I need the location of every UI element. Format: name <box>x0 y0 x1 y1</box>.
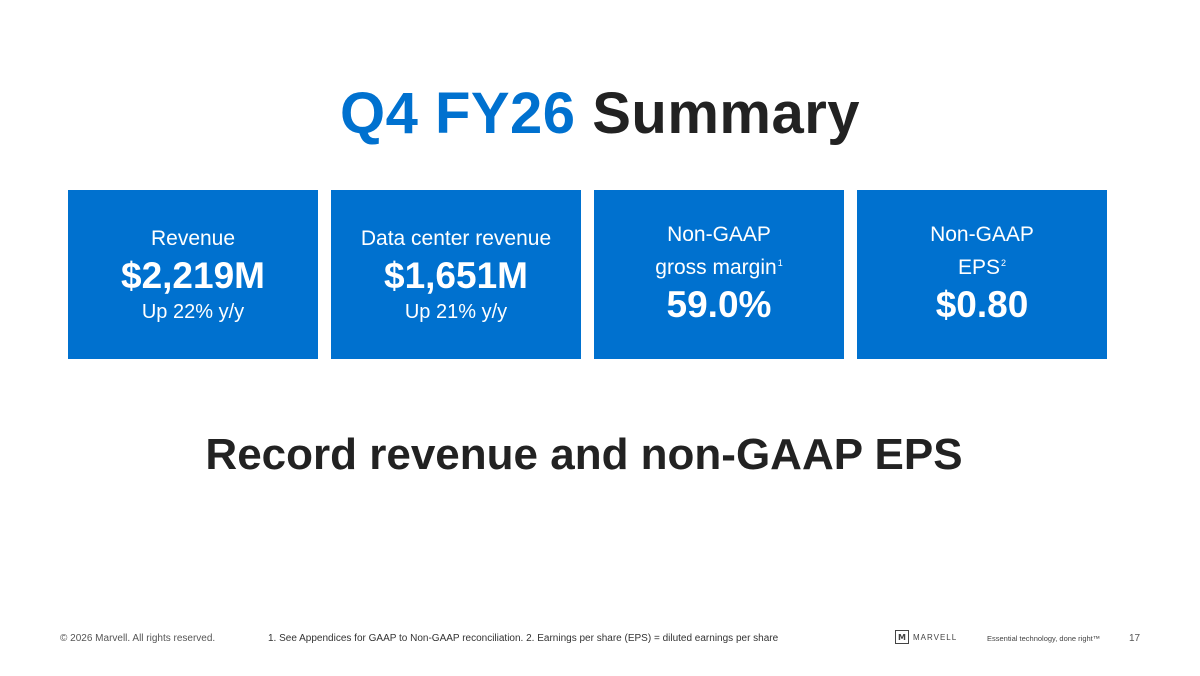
kpi-label-line1: Non-GAAP <box>930 223 1034 246</box>
kpi-label: Revenue <box>150 226 236 250</box>
kpi-value: $2,219M <box>121 254 265 296</box>
footnote-marker: 1 <box>777 258 783 268</box>
kpi-change: Up 21% y/y <box>404 300 508 323</box>
page-number: 17 <box>1129 633 1141 644</box>
kpi-cards: Revenue $2,219M Up 22% y/y Data center r… <box>68 190 1107 359</box>
kpi-label-line2: gross margin1 <box>655 256 783 279</box>
kpi-change: Up 22% y/y <box>141 300 245 323</box>
logo-wordmark: MARVELL <box>913 632 958 642</box>
tagline: Essential technology, done right™ <box>987 634 1101 643</box>
kpi-card-gross-margin: Non-GAAP gross margin1 59.0% <box>594 190 844 359</box>
kpi-card-eps: Non-GAAP EPS2 $0.80 <box>857 190 1107 359</box>
kpi-value: $1,651M <box>384 254 528 296</box>
copyright-text: © 2026 Marvell. All rights reserved. <box>60 633 216 644</box>
footnotes-text: 1. See Appendices for GAAP to Non-GAAP r… <box>268 633 779 644</box>
marvell-logo: M MARVELL <box>895 630 957 644</box>
kpi-card-data-center-revenue: Data center revenue $1,651M Up 21% y/y <box>331 190 581 359</box>
kpi-label: Data center revenue <box>360 226 552 250</box>
kpi-card-revenue: Revenue $2,219M Up 22% y/y <box>68 190 318 359</box>
title-period: Q4 FY26 <box>339 81 576 146</box>
marvell-logo-icon: M <box>895 630 909 644</box>
slide-title: Q4 FY26 Summary <box>0 80 1200 147</box>
kpi-label-line2: EPS2 <box>957 256 1007 279</box>
kpi-label-line1: Non-GAAP <box>667 223 771 246</box>
footnote-marker: 2 <box>1001 258 1007 268</box>
kpi-value: 59.0% <box>666 284 772 325</box>
title-summary: Summary <box>592 81 861 146</box>
slide-footer: © 2026 Marvell. All rights reserved. 1. … <box>0 630 1200 650</box>
headline: Record revenue and non-GAAP EPS <box>205 430 963 479</box>
kpi-value: $0.80 <box>935 284 1029 325</box>
